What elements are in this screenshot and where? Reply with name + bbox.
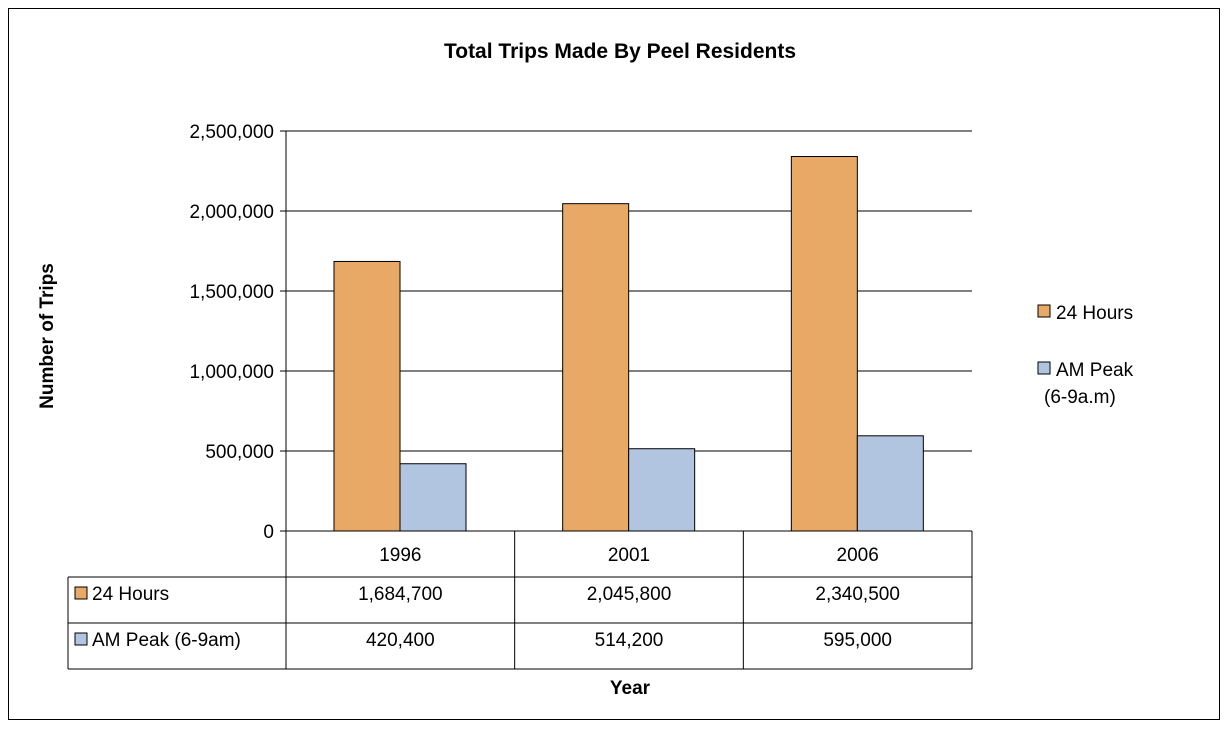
- bar: [333, 260, 401, 532]
- bar: [856, 435, 924, 532]
- bar: [628, 448, 696, 532]
- legend-label: AM Peak: [1056, 360, 1134, 381]
- chart-title: Total Trips Made By Peel Residents: [444, 40, 796, 63]
- table-row-label: AM Peak (6-9am): [92, 630, 241, 651]
- table-row-label: 24 Hours: [92, 584, 169, 605]
- data-table: 1996 2001 2006 24 Hours 1,684,700 2,045,800 2,…: [67, 530, 973, 670]
- bar: [562, 203, 630, 532]
- bars: [333, 156, 924, 532]
- legend-label: (6-9a.m): [1044, 387, 1116, 408]
- data-label: 2,340,500: [815, 584, 900, 605]
- legend: 24 Hours AM Peak (6-9a.m): [1037, 303, 1134, 408]
- legend-label: 24 Hours: [1056, 303, 1133, 324]
- data-label: 595,000: [823, 630, 892, 651]
- y-tick-label: 500,000: [205, 442, 274, 463]
- bar: [790, 156, 858, 532]
- y-tick-labels: 0 500,000 1,000,000 1,500,000 2,000,000 2,500…: [189, 122, 274, 543]
- data-label: 420,400: [366, 630, 435, 651]
- data-label: 2,045,800: [587, 584, 672, 605]
- y-tick-label: 2,500,000: [189, 122, 274, 143]
- bar: [399, 463, 467, 532]
- table-legend-key: [74, 586, 88, 600]
- table-legend-key: [74, 632, 88, 646]
- x-tick-label: 1996: [379, 545, 421, 566]
- y-axis-label: Number of Trips: [37, 263, 58, 409]
- data-label: 1,684,700: [358, 584, 443, 605]
- x-axis-label: Year: [610, 678, 651, 699]
- legend-key: [1037, 304, 1051, 318]
- y-tick-label: 1,500,000: [189, 282, 274, 303]
- y-tick-label: 0: [263, 522, 274, 543]
- y-tick-label: 1,000,000: [189, 362, 274, 383]
- legend-key: [1037, 361, 1051, 375]
- x-tick-label: 2001: [608, 545, 650, 566]
- x-tick-label: 2006: [837, 545, 879, 566]
- y-tick-label: 2,000,000: [189, 202, 274, 223]
- data-label: 514,200: [595, 630, 664, 651]
